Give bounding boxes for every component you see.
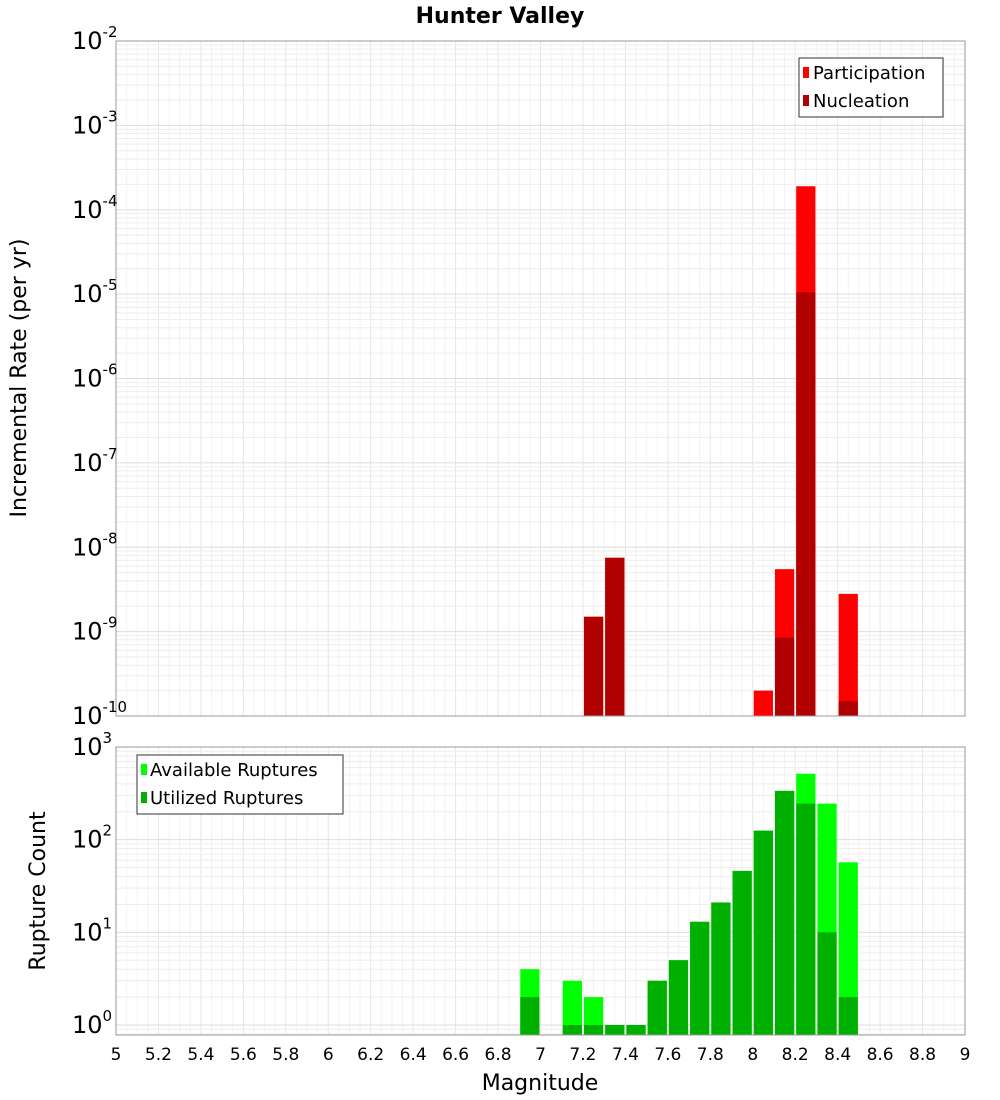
nucleation-legend-label: Nucleation <box>813 91 909 112</box>
x-tick-label: 5.2 <box>145 1045 172 1065</box>
count-panel: 100 101 102 103 5 5.2 5.4 5.6 5.8 6 6.2 6.4 6.6 6.8 7… <box>26 729 970 1096</box>
utilized-bar <box>711 902 731 1035</box>
utilized-bar <box>732 870 752 1035</box>
nucleation-bar <box>838 701 858 716</box>
utilized-legend-swatch <box>141 792 147 803</box>
x-tick-label: 5.6 <box>230 1045 257 1065</box>
rate-y-tick-label: 10-10 <box>72 698 127 730</box>
x-tick-label: 6.8 <box>485 1045 512 1065</box>
rate-legend: Participation Nucleation <box>798 57 944 118</box>
x-tick-label: 8 <box>747 1045 758 1065</box>
count-y-tick-label: 101 <box>72 914 112 946</box>
rate-y-tick-label: 10-8 <box>72 529 118 561</box>
utilized-bar <box>690 921 710 1035</box>
utilized-bar <box>583 1025 604 1035</box>
participation-legend-swatch <box>803 67 809 78</box>
x-tick-label: 7 <box>535 1045 546 1065</box>
rate-panel-y-axis-label: Incremental Rate (per yr) <box>7 239 32 518</box>
x-tick-label: 6.2 <box>357 1045 384 1065</box>
x-tick-label: 6 <box>323 1045 334 1065</box>
utilized-legend-label: Utilized Ruptures <box>150 788 303 809</box>
count-legend-box <box>136 754 344 815</box>
x-tick-label: 5.8 <box>272 1045 299 1065</box>
x-tick-label: 7.2 <box>569 1045 596 1065</box>
rate-y-tick-label: 10-5 <box>72 276 118 308</box>
x-tick-label: 8.6 <box>867 1045 894 1065</box>
count-y-tick-label: 102 <box>72 822 112 854</box>
x-tick-label: 5.4 <box>187 1045 214 1065</box>
count-panel-y-ticks: 100 101 102 103 <box>72 729 112 1039</box>
participation-bar <box>838 593 858 716</box>
available-legend-label: Available Ruptures <box>150 760 318 781</box>
x-tick-label: 8.8 <box>909 1045 936 1065</box>
nucleation-bar <box>774 637 795 716</box>
rate-y-tick-label: 10-7 <box>72 445 118 477</box>
nucleation-bar <box>605 557 625 716</box>
utilized-bar <box>753 830 773 1035</box>
x-tick-label: 7.6 <box>654 1045 681 1065</box>
utilized-bar <box>626 1025 646 1035</box>
rate-y-tick-label: 10-6 <box>72 361 118 393</box>
x-tick-label: 6.6 <box>442 1045 469 1065</box>
nucleation-bar <box>583 616 604 716</box>
available-bar <box>562 980 582 1035</box>
count-legend: Available Ruptures Utilized Ruptures <box>136 754 344 815</box>
x-axis-label: Magnitude <box>482 1071 599 1096</box>
rate-panel-frame <box>115 40 966 717</box>
utilized-bar <box>774 790 795 1035</box>
x-tick-label: 9 <box>960 1045 971 1065</box>
utilized-bar <box>838 997 858 1035</box>
rate-legend-box <box>798 57 944 118</box>
x-tick-label: 8.2 <box>782 1045 809 1065</box>
rate-panel-y-ticks: 10-10 10-9 10-8 10-7 10-6 10-5 10-4 10-3 10-2 <box>72 23 127 730</box>
rate-panel: 10-10 10-9 10-8 10-7 10-6 10-5 10-4 10-3 10-2 In… <box>7 23 966 730</box>
count-panel-bars <box>520 773 858 1035</box>
x-tick-label: 7.8 <box>697 1045 724 1065</box>
rate-y-tick-label: 10-3 <box>72 107 118 139</box>
utilized-bar <box>817 932 837 1035</box>
count-panel-frame <box>115 746 966 1036</box>
utilized-bar <box>562 1025 582 1035</box>
nucleation-bar <box>796 292 816 716</box>
rate-panel-bars <box>583 186 858 716</box>
x-axis-ticks: 5 5.2 5.4 5.6 5.8 6 6.2 6.4 6.6 6.8 7 7.2 7.4 7.6 7.8 8… <box>111 1045 971 1065</box>
available-bar <box>838 862 858 1035</box>
utilized-bar <box>668 960 689 1035</box>
x-tick-label: 5 <box>111 1045 122 1065</box>
rate-y-tick-label: 10-2 <box>72 23 118 55</box>
chart-title: Hunter Valley <box>416 4 585 29</box>
participation-legend-label: Participation <box>813 63 925 84</box>
count-y-tick-label: 100 <box>72 1007 112 1039</box>
nucleation-legend-swatch <box>803 95 809 106</box>
rate-y-tick-label: 10-4 <box>72 192 118 224</box>
utilized-bar <box>647 980 667 1035</box>
x-tick-label: 6.4 <box>400 1045 427 1065</box>
utilized-bar <box>520 997 540 1035</box>
rate-panel-grid <box>115 41 966 717</box>
count-panel-y-axis-label: Rupture Count <box>26 811 51 971</box>
utilized-bar <box>605 1025 625 1035</box>
count-y-tick-label: 103 <box>72 729 112 761</box>
rate-y-tick-label: 10-9 <box>72 614 118 646</box>
available-legend-swatch <box>141 764 147 775</box>
participation-bar <box>753 690 773 716</box>
x-tick-label: 8.4 <box>824 1045 851 1065</box>
x-tick-label: 7.4 <box>612 1045 639 1065</box>
utilized-bar <box>796 803 816 1035</box>
